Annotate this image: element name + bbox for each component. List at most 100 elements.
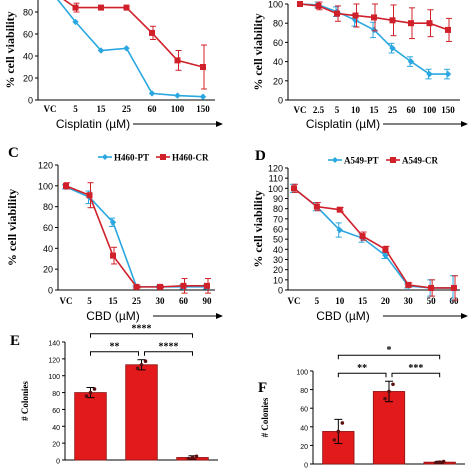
- panel-0-x-label: Cisplatin (µM): [56, 117, 130, 131]
- panel-2-x-tick-label: 90: [203, 296, 213, 306]
- panel-1-y-label: % cell viability: [251, 13, 265, 90]
- panel-3-series-1-point: [428, 284, 435, 291]
- panel-5-y-tick-label: 40: [300, 425, 308, 432]
- panel-4-y-tick-label: 100: [48, 374, 60, 381]
- panel-4-bar-replicate-dot: [88, 390, 93, 395]
- panel-1-series-1-point: [389, 17, 396, 24]
- panel-5-significance-label: *: [387, 345, 392, 356]
- panel-5-significance-bracket: [337, 354, 441, 360]
- panel-1-x-tick-label: 2.5: [313, 105, 325, 115]
- panel-5-bar-replicate-dot: [387, 389, 391, 394]
- panel-1-series-1-point: [334, 10, 340, 17]
- panel-0-series-0-point: [97, 47, 105, 54]
- panel-3-x-tick-label: 5: [315, 296, 320, 306]
- panel-4-y-tick-label: 20: [52, 442, 60, 449]
- panel-2-x-tick-label: 15: [109, 296, 119, 306]
- panel-0-y-tick-label: 80: [23, 8, 33, 18]
- panel-5-bar-replicate-dot: [391, 382, 395, 387]
- panel-3-y-tick-label: 0: [278, 286, 283, 296]
- panel-3-y-tick-label: 10: [273, 275, 283, 285]
- panel-3-series-1-point: [359, 233, 366, 240]
- panel-3-y-tick-label: 30: [273, 255, 283, 265]
- panel-1-series-1-point: [315, 2, 322, 9]
- panel-3-legend-label: A549-PT: [344, 156, 379, 166]
- panel-3-y-tick-label: 110: [269, 174, 283, 184]
- panel-1-x-tick-label: VC: [294, 105, 307, 115]
- panel-5-bar-replicate-dot: [332, 438, 337, 442]
- panel-4-y-tick-label: 40: [52, 425, 60, 432]
- panel-1-series-1-point: [352, 12, 359, 19]
- panel-1-x-arrow-head: [461, 121, 468, 127]
- panel-0-series-0-point: [123, 45, 130, 52]
- panel-5-significance-label: **: [357, 363, 367, 374]
- panel-5-significance-label: ***: [408, 363, 423, 374]
- panel-5-bar-replicate-dot: [437, 460, 442, 464]
- panel-1-series-1-point: [445, 26, 451, 33]
- panel-0-series-0-point: [199, 93, 207, 100]
- panel-2-y-tick-label: 100: [38, 181, 53, 191]
- panel-3-x-arrow-head: [461, 313, 468, 319]
- panel-0-x-tick-label: 150: [196, 104, 210, 114]
- panel-2-series-1-point: [86, 192, 93, 199]
- panel-0-y-tick-label: 40: [23, 52, 33, 62]
- panel-4-bar-replicate-dot: [84, 394, 89, 398]
- panel-3-series-1-point: [451, 284, 457, 291]
- panel-2-series-1-line: [65, 185, 207, 288]
- panel-1-series-0-point: [444, 70, 452, 78]
- panel-1-x-tick-label: 5: [335, 105, 340, 115]
- panel-4-bar-replicate-dot: [92, 387, 97, 391]
- panel-4-bar: [125, 364, 158, 461]
- panel-3-series-1-point: [382, 246, 389, 253]
- panel-2-series-0-line: [65, 186, 207, 288]
- panel-3-y-tick-label: 60: [273, 225, 283, 235]
- panel-0-x-arrow-head: [216, 121, 223, 127]
- panel-3-legend-marker: [390, 157, 396, 163]
- panel-3-series-1-point: [405, 281, 412, 288]
- panel-0-x-tick-label: 5: [73, 104, 78, 114]
- panel-3-y-tick-label: 80: [273, 204, 283, 214]
- panel-3-series-0-point: [382, 252, 389, 259]
- panel-4-y-tick-label: 0: [56, 459, 60, 466]
- panel-3-y-tick-label: 40: [273, 245, 283, 255]
- panel-4-y-tick-label: 60: [52, 408, 60, 415]
- panel-1-y-tick-label: 60: [273, 38, 283, 48]
- panel-3-y-tick-label: 20: [273, 265, 283, 275]
- panel-0-y-tick-label: 60: [23, 30, 33, 40]
- panel-2-series-1-point: [180, 282, 187, 289]
- panel-4-significance-label: **: [110, 342, 120, 353]
- panel-2-legend-label: H460-CR: [172, 153, 209, 163]
- panel-1-series-1-point: [371, 14, 377, 21]
- panel-2-x-tick-label: 60: [179, 296, 189, 306]
- panel-4-significance-bracket: [90, 333, 193, 338]
- panel-1-x-tick-label: 150: [441, 105, 455, 115]
- panel-5-y-tick-label: 80: [300, 388, 308, 395]
- panel-4-letter: E: [10, 333, 20, 349]
- panel-2-x-tick-label: VC: [60, 296, 73, 306]
- panel-1-x-tick-label: 100: [423, 105, 437, 115]
- panel-5-bar: [322, 431, 355, 465]
- panel-3-series-1-line: [293, 187, 454, 289]
- panel-0-series-1-point: [72, 4, 79, 11]
- panel-2-y-tick-label: 80: [43, 202, 53, 212]
- panel-4-significance-bracket: [144, 351, 193, 356]
- panel-0-series-1-point: [123, 4, 130, 11]
- panel-2-x-tick-label: 30: [156, 296, 166, 306]
- panel-4-y-tick-label: 80: [52, 391, 60, 398]
- panel-3-series-1-point: [313, 203, 320, 210]
- panel-4-y-tick-label: 120: [48, 357, 60, 364]
- panel-2-y-tick-label: 40: [43, 244, 53, 254]
- panel-1-series-1-point: [297, 1, 303, 7]
- panel-1-y-tick-label: 80: [273, 19, 283, 29]
- panel-3-y-tick-label: 70: [273, 214, 283, 224]
- panel-3-x-tick-label: 15: [358, 296, 368, 306]
- panel-4-bar-replicate-dot: [135, 366, 140, 371]
- panel-5-significance-bracket: [337, 372, 387, 378]
- panel-1-x-tick-label: 10: [351, 105, 361, 115]
- panel-2-y-tick-label: 120: [38, 161, 53, 171]
- panel-2-series-1-point: [63, 182, 69, 189]
- panel-2-y-label: % cell viability: [5, 189, 19, 266]
- panel-2-series-1-point: [157, 283, 163, 290]
- panel-5-y-tick-label: 60: [300, 407, 308, 414]
- panel-3-series-1-point: [291, 185, 297, 192]
